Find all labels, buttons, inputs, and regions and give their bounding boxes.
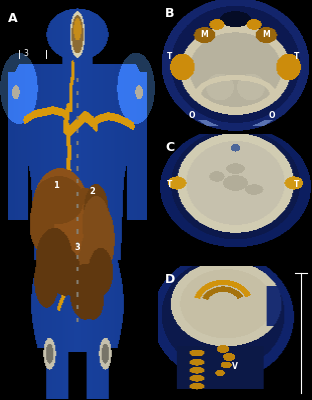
Text: 3: 3 xyxy=(24,50,29,58)
Text: T: T xyxy=(294,180,299,189)
Text: M: M xyxy=(200,30,208,39)
Text: O: O xyxy=(188,111,195,120)
Text: T: T xyxy=(294,52,299,61)
Text: A: A xyxy=(8,12,17,25)
Text: O: O xyxy=(269,111,275,120)
Text: D: D xyxy=(165,273,176,286)
Text: 3: 3 xyxy=(74,244,80,252)
Text: 1: 1 xyxy=(53,182,59,190)
Text: M: M xyxy=(262,30,270,39)
Text: B: B xyxy=(165,7,175,20)
Text: T: T xyxy=(167,180,173,189)
Text: T: T xyxy=(167,52,173,61)
Text: C: C xyxy=(165,141,174,154)
Text: V: V xyxy=(232,362,238,371)
Text: 2: 2 xyxy=(90,188,95,196)
